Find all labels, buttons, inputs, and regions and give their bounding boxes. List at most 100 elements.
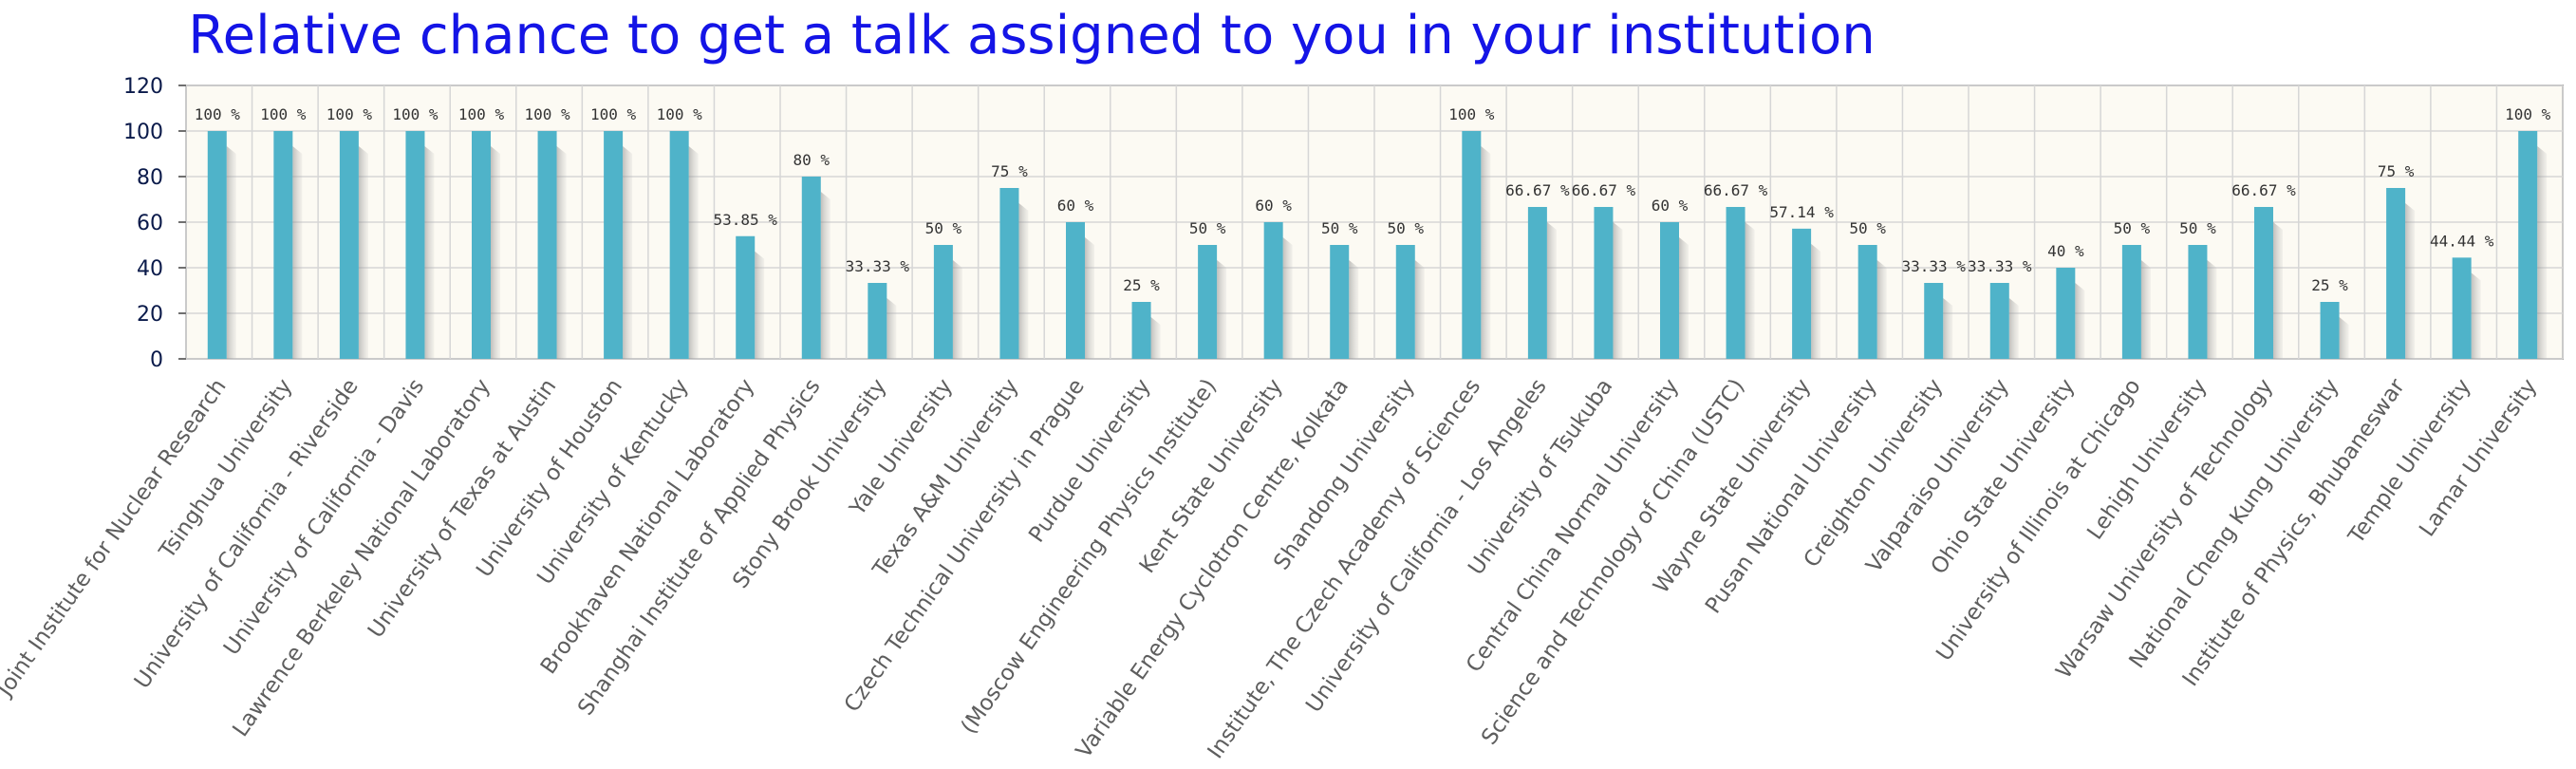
x-tick-label: Joint Institute for Nuclear Research [0, 375, 232, 703]
data-label: 66.67 % [1505, 181, 1570, 199]
bar-shadow [1811, 243, 1821, 359]
bar-shadow [556, 146, 567, 359]
bar[interactable] [1330, 245, 1350, 359]
bar[interactable] [1131, 302, 1151, 359]
bar[interactable] [207, 131, 227, 359]
bar-shadow [1613, 221, 1623, 359]
data-label: 100 % [1448, 105, 1495, 123]
y-axis: 0 20 40 60 80 100 120 [123, 75, 186, 372]
bar[interactable] [801, 177, 821, 359]
bar[interactable] [1660, 222, 1679, 359]
data-label: 60 % [1255, 197, 1292, 215]
x-tick-label: Lehigh University [2082, 375, 2212, 545]
bar-shadow [1481, 146, 1491, 359]
x-tick-label: Shanghai Institute of Applied Physics [573, 375, 826, 721]
bar-shadow [1085, 237, 1094, 359]
bar[interactable] [2320, 302, 2340, 359]
data-label: 100 % [657, 105, 703, 123]
data-label: 100 % [2505, 105, 2551, 123]
data-label: 50 % [2179, 219, 2216, 237]
chart-title: Relative chance to get a talk assigned t… [188, 5, 1876, 66]
bar[interactable] [1857, 245, 1877, 359]
bar-shadow [1349, 260, 1359, 359]
bar-shadow [623, 146, 633, 359]
y-tick-label: 60 [137, 212, 163, 235]
bar[interactable] [604, 131, 624, 359]
bar[interactable] [1462, 131, 1482, 359]
bar-shadow [2339, 317, 2349, 359]
bar-shadow [1018, 203, 1029, 359]
bar[interactable] [2056, 268, 2076, 359]
bar-shadow [820, 192, 831, 359]
bar-shadow [2008, 298, 2019, 359]
bar-shadow [2471, 272, 2481, 359]
y-tick-label: 100 [123, 121, 163, 144]
bar[interactable] [537, 131, 557, 359]
bar[interactable] [273, 131, 293, 359]
x-tick-label: Lamar University [2415, 375, 2542, 542]
bar-shadow [952, 260, 962, 359]
bar[interactable] [339, 131, 359, 359]
data-label: 50 % [1189, 219, 1226, 237]
data-label: 100 % [327, 105, 373, 123]
bar[interactable] [1924, 283, 1944, 359]
y-tick-label: 120 [123, 75, 163, 99]
bar-shadow [2405, 203, 2416, 359]
bar[interactable] [2518, 131, 2538, 359]
data-label: 100 % [458, 105, 505, 123]
bar[interactable] [1726, 206, 1745, 359]
data-label: 66.67 % [1704, 181, 1768, 199]
bar[interactable] [669, 131, 689, 359]
bars [207, 131, 2548, 359]
bar-shadow [1943, 298, 1953, 359]
data-label: 33.33 % [1968, 257, 2032, 275]
bar[interactable] [2121, 245, 2141, 359]
bar[interactable] [736, 235, 756, 359]
data-label: 57.14 % [1769, 203, 1834, 221]
bar[interactable] [933, 245, 953, 359]
y-tick-label: 20 [137, 303, 163, 327]
bar[interactable] [405, 131, 425, 359]
bar[interactable] [1594, 206, 1614, 359]
bar-shadow [887, 298, 897, 359]
gridlines [185, 84, 2564, 360]
data-label: 40 % [2047, 242, 2084, 260]
bar[interactable] [1792, 228, 1812, 359]
y-tick-label: 80 [137, 166, 163, 190]
data-label: 50 % [925, 219, 962, 237]
bar-shadow [2140, 260, 2151, 359]
data-label: 66.67 % [1572, 181, 1636, 199]
bar-shadow [1745, 221, 1755, 359]
bar[interactable] [999, 188, 1019, 359]
bar[interactable] [1527, 206, 1547, 359]
data-label: 33.33 % [1902, 257, 1967, 275]
data-label: 60 % [1652, 197, 1689, 215]
bar-shadow [2207, 260, 2217, 359]
x-axis-labels: Joint Institute for Nuclear ResearchTsin… [0, 374, 2542, 763]
bar[interactable] [2188, 245, 2208, 359]
bar[interactable] [1989, 283, 2009, 359]
bar-shadow [1414, 260, 1425, 359]
bar[interactable] [1198, 245, 1218, 359]
bar[interactable] [472, 131, 491, 359]
x-tick-label: Purdue University [1024, 375, 1155, 548]
data-label: 66.67 % [2231, 181, 2296, 199]
bar[interactable] [2386, 188, 2406, 359]
x-tick-label: Czech Technical University in Prague [840, 375, 1090, 717]
bar[interactable] [2452, 257, 2472, 359]
bar[interactable] [2254, 206, 2273, 359]
data-label: 75 % [991, 162, 1028, 180]
x-tick-label: (Moscow Engineering Physics Institute) [957, 375, 1222, 739]
bar[interactable] [1066, 222, 1085, 359]
bar-shadow [2537, 146, 2548, 359]
data-label: 60 % [1057, 197, 1094, 215]
data-label: 50 % [2114, 219, 2151, 237]
bar[interactable] [1395, 245, 1415, 359]
bar-shadow [1282, 237, 1293, 359]
data-label: 100 % [195, 105, 241, 123]
data-label: 100 % [524, 105, 570, 123]
bar[interactable] [1263, 222, 1283, 359]
data-labels: 100 % 100 % 100 % 100 % 100 % 100 % 100 % 100 %… [195, 105, 2551, 294]
bar[interactable] [868, 283, 887, 359]
